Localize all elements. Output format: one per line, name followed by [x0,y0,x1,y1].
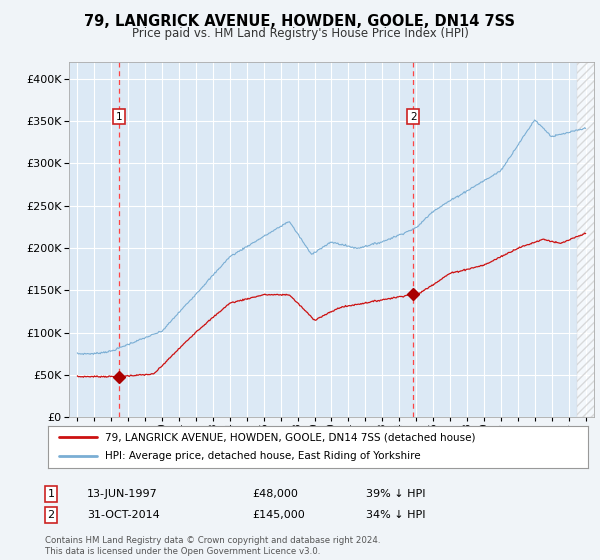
Text: 1: 1 [116,111,122,122]
Text: Contains HM Land Registry data © Crown copyright and database right 2024.
This d: Contains HM Land Registry data © Crown c… [45,536,380,556]
Text: £145,000: £145,000 [252,510,305,520]
Text: 34% ↓ HPI: 34% ↓ HPI [366,510,425,520]
Text: 1: 1 [47,489,55,499]
Text: 79, LANGRICK AVENUE, HOWDEN, GOOLE, DN14 7SS (detached house): 79, LANGRICK AVENUE, HOWDEN, GOOLE, DN14… [104,432,475,442]
Text: £48,000: £48,000 [252,489,298,499]
Bar [577,62,600,417]
Text: 13-JUN-1997: 13-JUN-1997 [87,489,158,499]
Text: 2: 2 [410,111,416,122]
Text: Price paid vs. HM Land Registry's House Price Index (HPI): Price paid vs. HM Land Registry's House … [131,27,469,40]
Text: 2: 2 [47,510,55,520]
Text: HPI: Average price, detached house, East Riding of Yorkshire: HPI: Average price, detached house, East… [104,451,421,461]
Text: 39% ↓ HPI: 39% ↓ HPI [366,489,425,499]
Text: 31-OCT-2014: 31-OCT-2014 [87,510,160,520]
Text: 79, LANGRICK AVENUE, HOWDEN, GOOLE, DN14 7SS: 79, LANGRICK AVENUE, HOWDEN, GOOLE, DN14… [85,14,515,29]
